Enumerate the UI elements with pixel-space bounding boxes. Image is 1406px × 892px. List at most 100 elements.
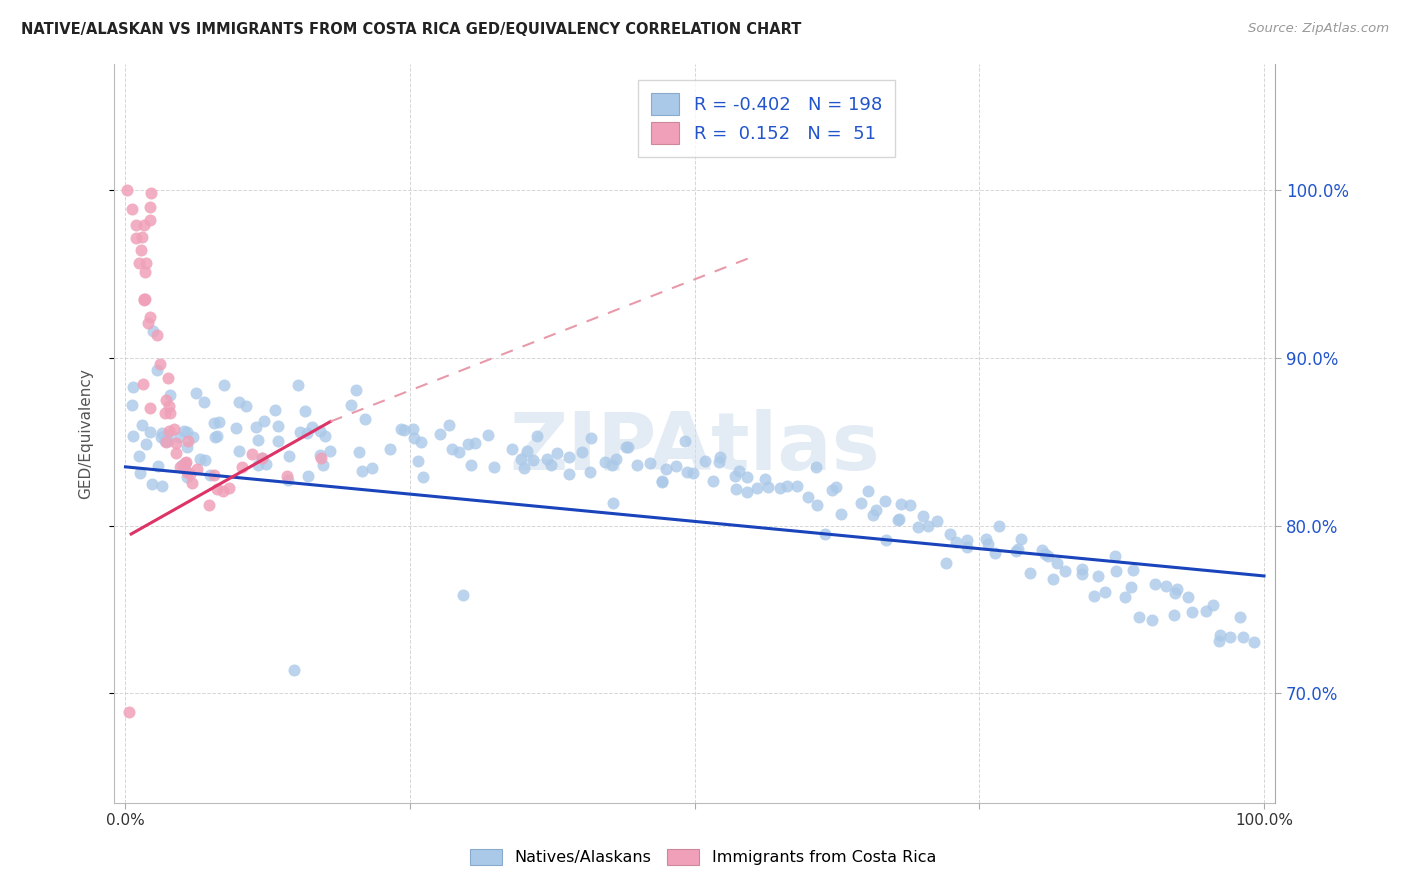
Point <box>301 420 323 434</box>
Point <box>682 466 704 480</box>
Point <box>132 293 155 307</box>
Point <box>150 426 173 441</box>
Point <box>153 406 176 420</box>
Point <box>725 482 748 496</box>
Point <box>174 456 197 470</box>
Point <box>457 437 479 451</box>
Point <box>1104 549 1126 563</box>
Point <box>308 448 330 462</box>
Point <box>593 455 616 469</box>
Point <box>132 218 155 232</box>
Point <box>157 400 180 414</box>
Point <box>862 508 884 523</box>
Point <box>349 445 371 459</box>
Point <box>276 469 298 483</box>
Point <box>125 230 148 244</box>
Point <box>745 482 768 496</box>
Point <box>451 588 474 602</box>
Point <box>409 435 432 450</box>
Point <box>212 484 235 499</box>
Point <box>1140 613 1163 627</box>
Point <box>974 532 997 546</box>
Point <box>176 470 198 484</box>
Point <box>283 663 305 677</box>
Point <box>141 186 163 201</box>
Point <box>287 378 309 392</box>
Y-axis label: GED/Equivalency: GED/Equivalency <box>79 368 93 499</box>
Point <box>247 433 270 447</box>
Point <box>245 420 267 434</box>
Point <box>141 476 163 491</box>
Point <box>911 508 934 523</box>
Point <box>1163 585 1185 599</box>
Point <box>231 459 253 474</box>
Point <box>156 427 179 442</box>
Point <box>796 490 818 504</box>
Point <box>214 378 236 392</box>
Point <box>128 467 150 481</box>
Point <box>183 430 205 444</box>
Point <box>288 425 311 439</box>
Point <box>146 363 169 377</box>
Point <box>188 451 211 466</box>
Point <box>1105 564 1128 578</box>
Point <box>851 496 873 510</box>
Point <box>159 406 181 420</box>
Point <box>1177 590 1199 604</box>
Point <box>118 705 141 719</box>
Point <box>142 324 165 338</box>
Point <box>207 415 229 429</box>
Point <box>983 546 1005 560</box>
Point <box>115 183 138 197</box>
Point <box>673 434 696 449</box>
Point <box>769 481 792 495</box>
Point <box>676 465 699 479</box>
Point <box>135 256 157 270</box>
Point <box>159 388 181 402</box>
Text: ZIPAtlas: ZIPAtlas <box>509 409 880 487</box>
Point <box>1122 563 1144 577</box>
Point <box>295 426 318 441</box>
Point <box>651 475 673 490</box>
Point <box>558 450 581 464</box>
Point <box>735 485 758 500</box>
Point <box>125 219 148 233</box>
Point <box>814 527 837 541</box>
Point <box>626 458 648 472</box>
Point <box>198 499 221 513</box>
Point <box>194 453 217 467</box>
Point <box>202 468 225 483</box>
Point <box>254 457 277 471</box>
Point <box>1083 589 1105 603</box>
Point <box>516 443 538 458</box>
Point <box>821 483 844 497</box>
Point <box>756 480 779 494</box>
Point <box>925 514 948 528</box>
Point <box>887 512 910 526</box>
Point <box>1243 634 1265 648</box>
Point <box>665 458 688 473</box>
Point <box>176 465 198 479</box>
Point <box>394 423 416 437</box>
Point <box>134 293 156 307</box>
Point <box>312 458 335 473</box>
Point <box>132 377 155 392</box>
Point <box>526 429 548 443</box>
Point <box>129 243 152 257</box>
Point <box>412 470 434 484</box>
Point <box>139 401 162 415</box>
Point <box>709 450 731 464</box>
Point <box>707 455 730 469</box>
Point <box>830 507 852 521</box>
Point <box>614 440 637 454</box>
Point <box>546 446 568 460</box>
Point <box>824 479 846 493</box>
Point <box>150 479 173 493</box>
Point <box>198 467 221 482</box>
Point <box>156 434 179 448</box>
Point <box>228 443 250 458</box>
Point <box>536 451 558 466</box>
Point <box>1195 604 1218 618</box>
Point <box>513 461 536 475</box>
Legend: Natives/Alaskans, Immigrants from Costa Rica: Natives/Alaskans, Immigrants from Costa … <box>461 841 945 873</box>
